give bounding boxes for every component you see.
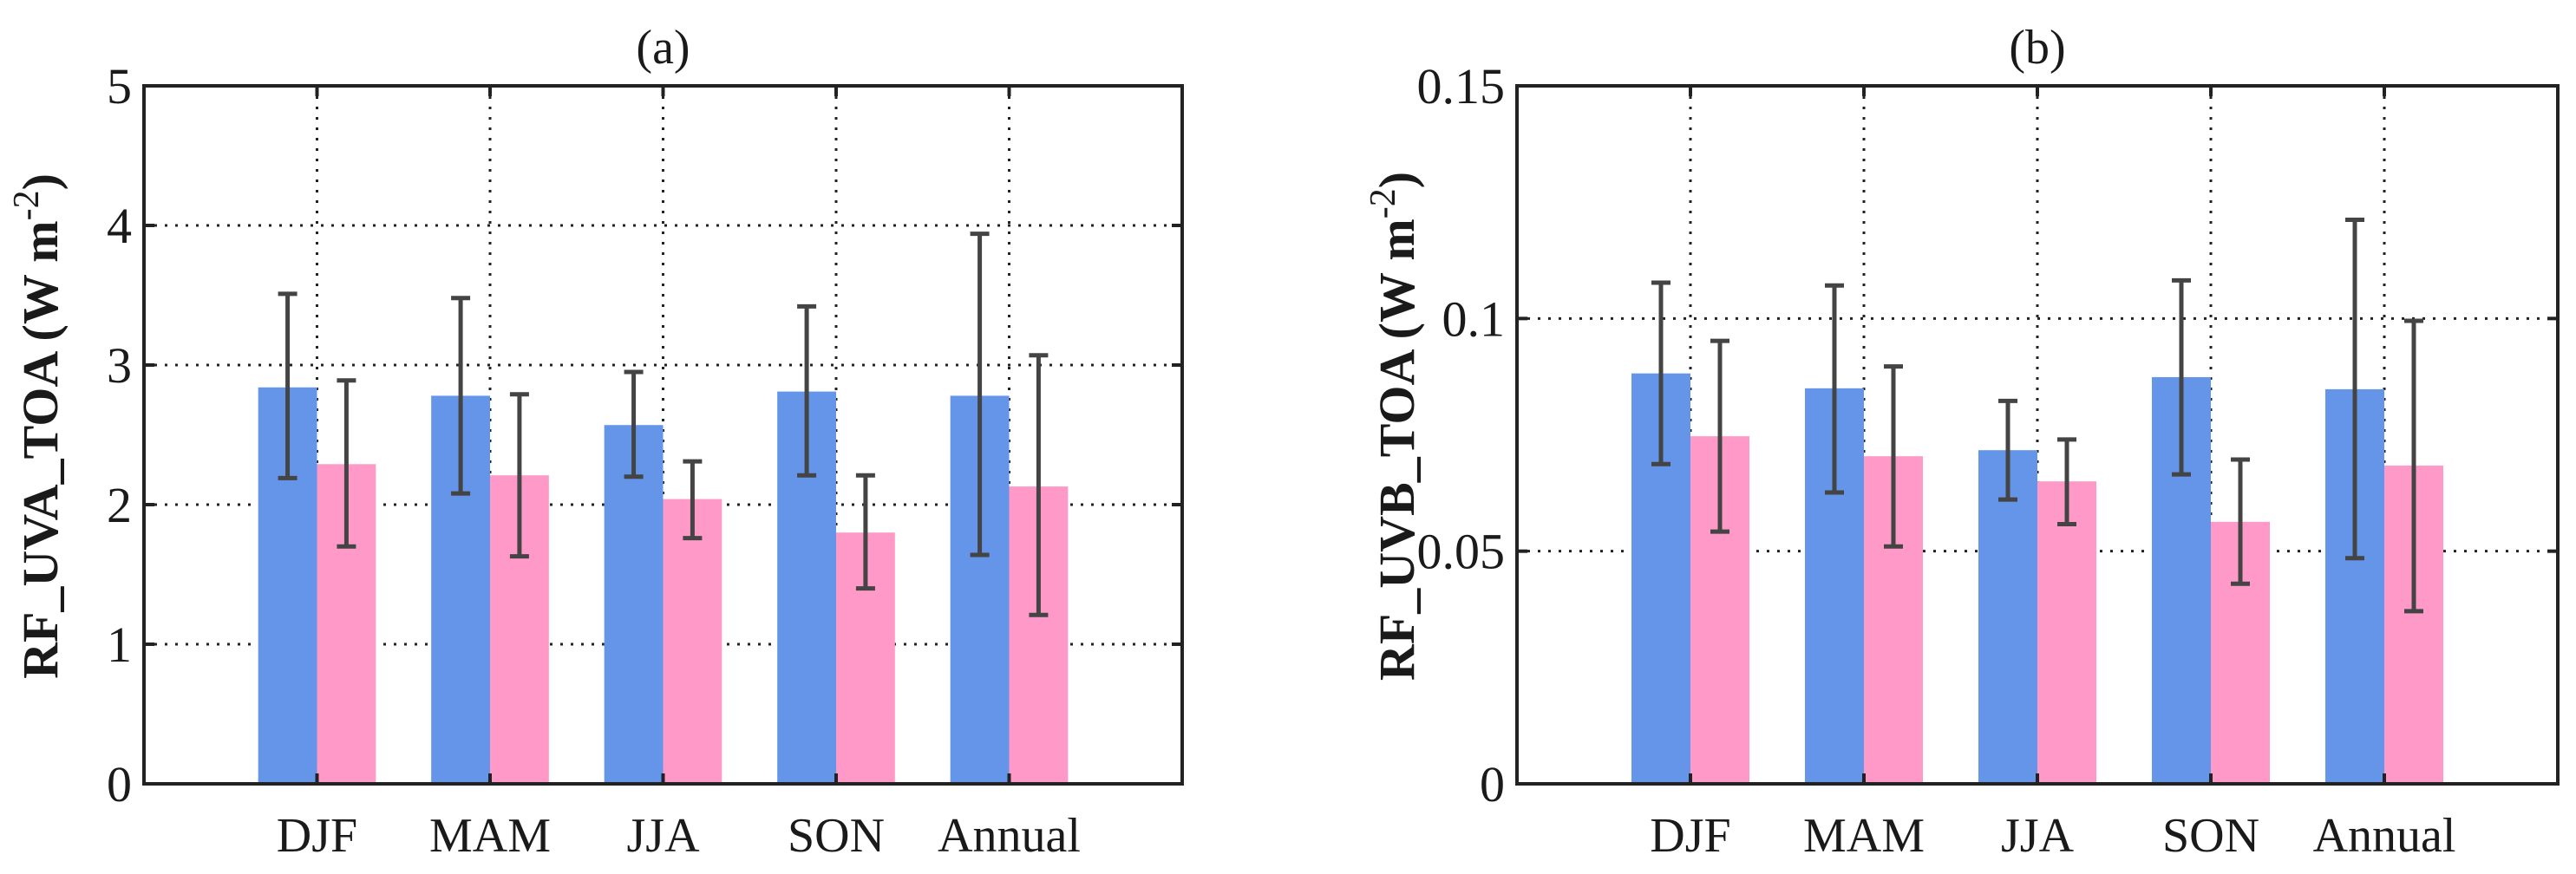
x-tick-label: JJA (2001, 809, 2075, 863)
panel-a: 0 1 2 3 4 5 DJF MAM JJA SON Annual (a) RF_UVA_TOA (W… (7, 21, 1184, 863)
error-bar-series1-annual (970, 232, 990, 558)
y-axis-label-text: RF_UVB_TOA (W m (1369, 218, 1425, 681)
y-tick-label: 0.15 (1417, 58, 1506, 114)
y-axis-label-close: ) (1369, 172, 1425, 188)
panel-b: 0 0.05 0.1 0.15 DJF MAM JJA SON Annual (b) RF_UVB_… (1363, 21, 2560, 863)
y-tick-label: 0 (1480, 756, 1505, 812)
x-tick-label: Annual (2313, 809, 2456, 863)
error-bar-series2-son (2231, 457, 2250, 586)
y-tick-label: 2 (107, 477, 132, 533)
y-tick-label: 3 (107, 337, 132, 394)
x-tick-label: DJF (277, 809, 357, 863)
x-tick-label: MAM (1803, 809, 1925, 863)
y-tick-label: 0.05 (1417, 524, 1506, 580)
bar-series1-jja (1978, 450, 2037, 784)
y-axis-label-text: RF_UVA_TOA (W m (12, 220, 69, 679)
y-axis-label-exponent: -2 (1363, 188, 1403, 218)
bar-series2-jja (2037, 481, 2096, 784)
y-tick-label: 4 (107, 198, 132, 254)
error-bar-series2-annual (2404, 318, 2423, 614)
error-bar-series1-mam (451, 296, 471, 496)
chart-title: (b) (2009, 21, 2065, 75)
error-bar-series1-annual (2345, 218, 2364, 561)
y-tick-label: 5 (107, 58, 132, 114)
y-axis-label-exponent: -2 (7, 190, 47, 220)
x-tick-label: MAM (429, 809, 551, 863)
error-bar-series1-jja (624, 369, 644, 479)
error-bar-series2-annual (1029, 353, 1049, 617)
y-axis-label-close: ) (12, 173, 69, 190)
y-tick-label: 1 (107, 616, 132, 673)
error-bar-series1-djf (278, 291, 297, 480)
x-tick-label: DJF (1650, 809, 1730, 863)
y-axis-label: RF_UVB_TOA (W m-2) (1363, 172, 1425, 681)
error-bar-series2-jja (2057, 437, 2076, 527)
error-bar-series2-son (855, 473, 875, 591)
bar-series1-jja (604, 425, 664, 784)
x-tick-label: JJA (626, 809, 700, 863)
y-tick-label: 0.1 (1442, 290, 1506, 347)
bar-series2-jja (663, 499, 722, 784)
chart-title: (a) (636, 21, 690, 75)
error-bar-series2-djf (1710, 338, 1729, 534)
error-bar-series2-mam (1884, 364, 1903, 549)
x-tick-label: Annual (938, 809, 1081, 863)
y-axis-label: RF_UVA_TOA (W m-2) (7, 173, 69, 679)
error-bar-series1-mam (1825, 283, 1844, 495)
error-bar-series1-djf (1651, 280, 1670, 466)
error-bar-series1-jja (1998, 398, 2017, 502)
error-bar-series2-mam (509, 392, 529, 559)
x-tick-label: SON (2162, 809, 2259, 863)
error-bar-series1-son (2172, 277, 2191, 477)
error-bar-series2-djf (337, 378, 356, 549)
x-tick-label: SON (788, 809, 885, 863)
error-bar-series2-jja (683, 459, 703, 541)
error-bar-series1-son (797, 303, 817, 478)
y-tick-label: 0 (107, 756, 132, 812)
